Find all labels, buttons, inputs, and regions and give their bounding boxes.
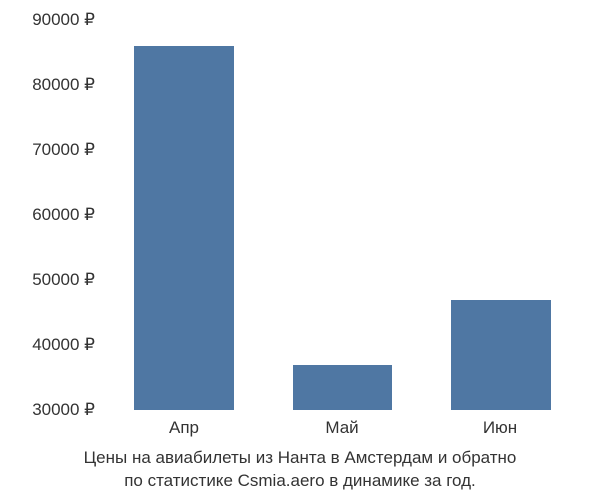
y-tick-label: 70000 ₽ [32,140,95,160]
y-tick-label: 50000 ₽ [32,270,95,290]
chart-caption: Цены на авиабилеты из Нанта в Амстердам … [0,447,600,493]
y-tick-label: 40000 ₽ [32,335,95,355]
x-tick-label: Май [325,418,358,438]
bar [134,46,234,410]
y-tick-label: 80000 ₽ [32,75,95,95]
plot-area [105,20,580,410]
price-chart: 30000 ₽ 40000 ₽ 50000 ₽ 60000 ₽ 70000 ₽ … [0,0,600,500]
bar [451,300,551,411]
x-tick-label: Апр [169,418,199,438]
y-tick-label: 90000 ₽ [32,10,95,30]
y-tick-label: 60000 ₽ [32,205,95,225]
caption-line: Цены на авиабилеты из Нанта в Амстердам … [0,447,600,470]
y-tick-label: 30000 ₽ [32,400,95,420]
x-tick-label: Июн [483,418,517,438]
caption-line: по статистике Csmia.aero в динамике за г… [0,470,600,493]
bar [293,365,393,411]
